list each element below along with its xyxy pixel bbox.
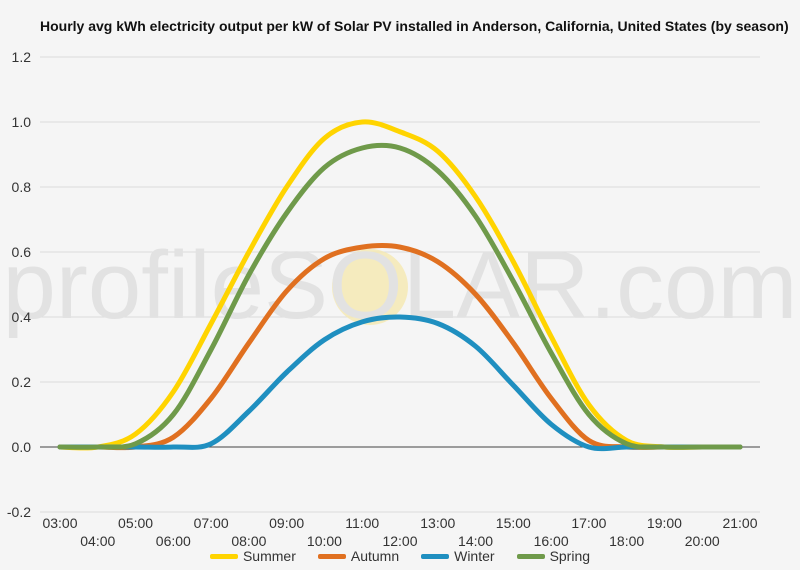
legend-swatch	[516, 553, 545, 559]
x-tick-label: 03:00	[42, 515, 77, 531]
y-tick-label: -0.2	[7, 504, 31, 520]
legend-label: Summer	[242, 548, 296, 564]
watermark: profileSOLAR.com	[3, 232, 798, 339]
x-axis: 03:0004:0005:0006:0007:0008:0009:0010:00…	[42, 515, 757, 549]
x-tick-label: 18:00	[609, 533, 644, 549]
x-tick-label: 07:00	[194, 515, 229, 531]
x-tick-label: 05:00	[118, 515, 153, 531]
legend-swatch	[317, 553, 346, 559]
x-tick-label: 19:00	[647, 515, 682, 531]
x-tick-label: 16:00	[534, 533, 569, 549]
x-tick-label: 13:00	[420, 515, 455, 531]
legend-item-spring: Spring	[516, 548, 591, 564]
series-lines	[57, 119, 743, 452]
y-tick-label: 0.2	[12, 374, 32, 390]
watermark-text: profileSOLAR.com	[3, 232, 798, 339]
y-tick-label: 1.0	[12, 114, 32, 130]
x-tick-label: 11:00	[345, 515, 379, 531]
y-tick-label: 1.2	[12, 49, 32, 65]
x-tick-label: 17:00	[571, 515, 606, 531]
x-tick-label: 06:00	[156, 533, 191, 549]
chart-title: Hourly avg kWh electricity output per kW…	[40, 18, 789, 34]
x-tick-label: 09:00	[269, 515, 304, 531]
x-tick-label: 21:00	[722, 515, 757, 531]
series-line-spring	[57, 142, 743, 450]
legend-item-winter: Winter	[421, 548, 495, 564]
legend-swatch	[421, 553, 450, 559]
legend-swatch	[209, 553, 238, 559]
legend-label: Winter	[454, 548, 495, 564]
x-tick-label: 12:00	[382, 533, 417, 549]
x-tick-label: 15:00	[496, 515, 531, 531]
x-tick-label: 10:00	[307, 533, 342, 549]
legend-item-summer: Summer	[209, 548, 296, 564]
legend: Summer Autumn Winter Spring	[0, 548, 800, 564]
x-tick-label: 08:00	[231, 533, 266, 549]
x-tick-label: 14:00	[458, 533, 493, 549]
legend-label: Autumn	[350, 548, 400, 564]
legend-label: Spring	[549, 548, 591, 564]
y-tick-label: 0.4	[12, 309, 32, 325]
y-tick-label: 0.8	[12, 179, 32, 195]
y-tick-label: 0.0	[12, 439, 32, 455]
x-tick-label: 20:00	[685, 533, 720, 549]
y-axis: -0.2 0.0 0.2 0.4 0.6 0.8 1.0 1.2	[7, 49, 31, 520]
watermark-sun	[332, 249, 408, 325]
series-line-winter	[57, 314, 743, 452]
x-tick-label: 04:00	[80, 533, 115, 549]
legend-item-autumn: Autumn	[317, 548, 400, 564]
series-line-summer	[57, 119, 743, 451]
y-tick-label: 0.6	[12, 244, 32, 260]
